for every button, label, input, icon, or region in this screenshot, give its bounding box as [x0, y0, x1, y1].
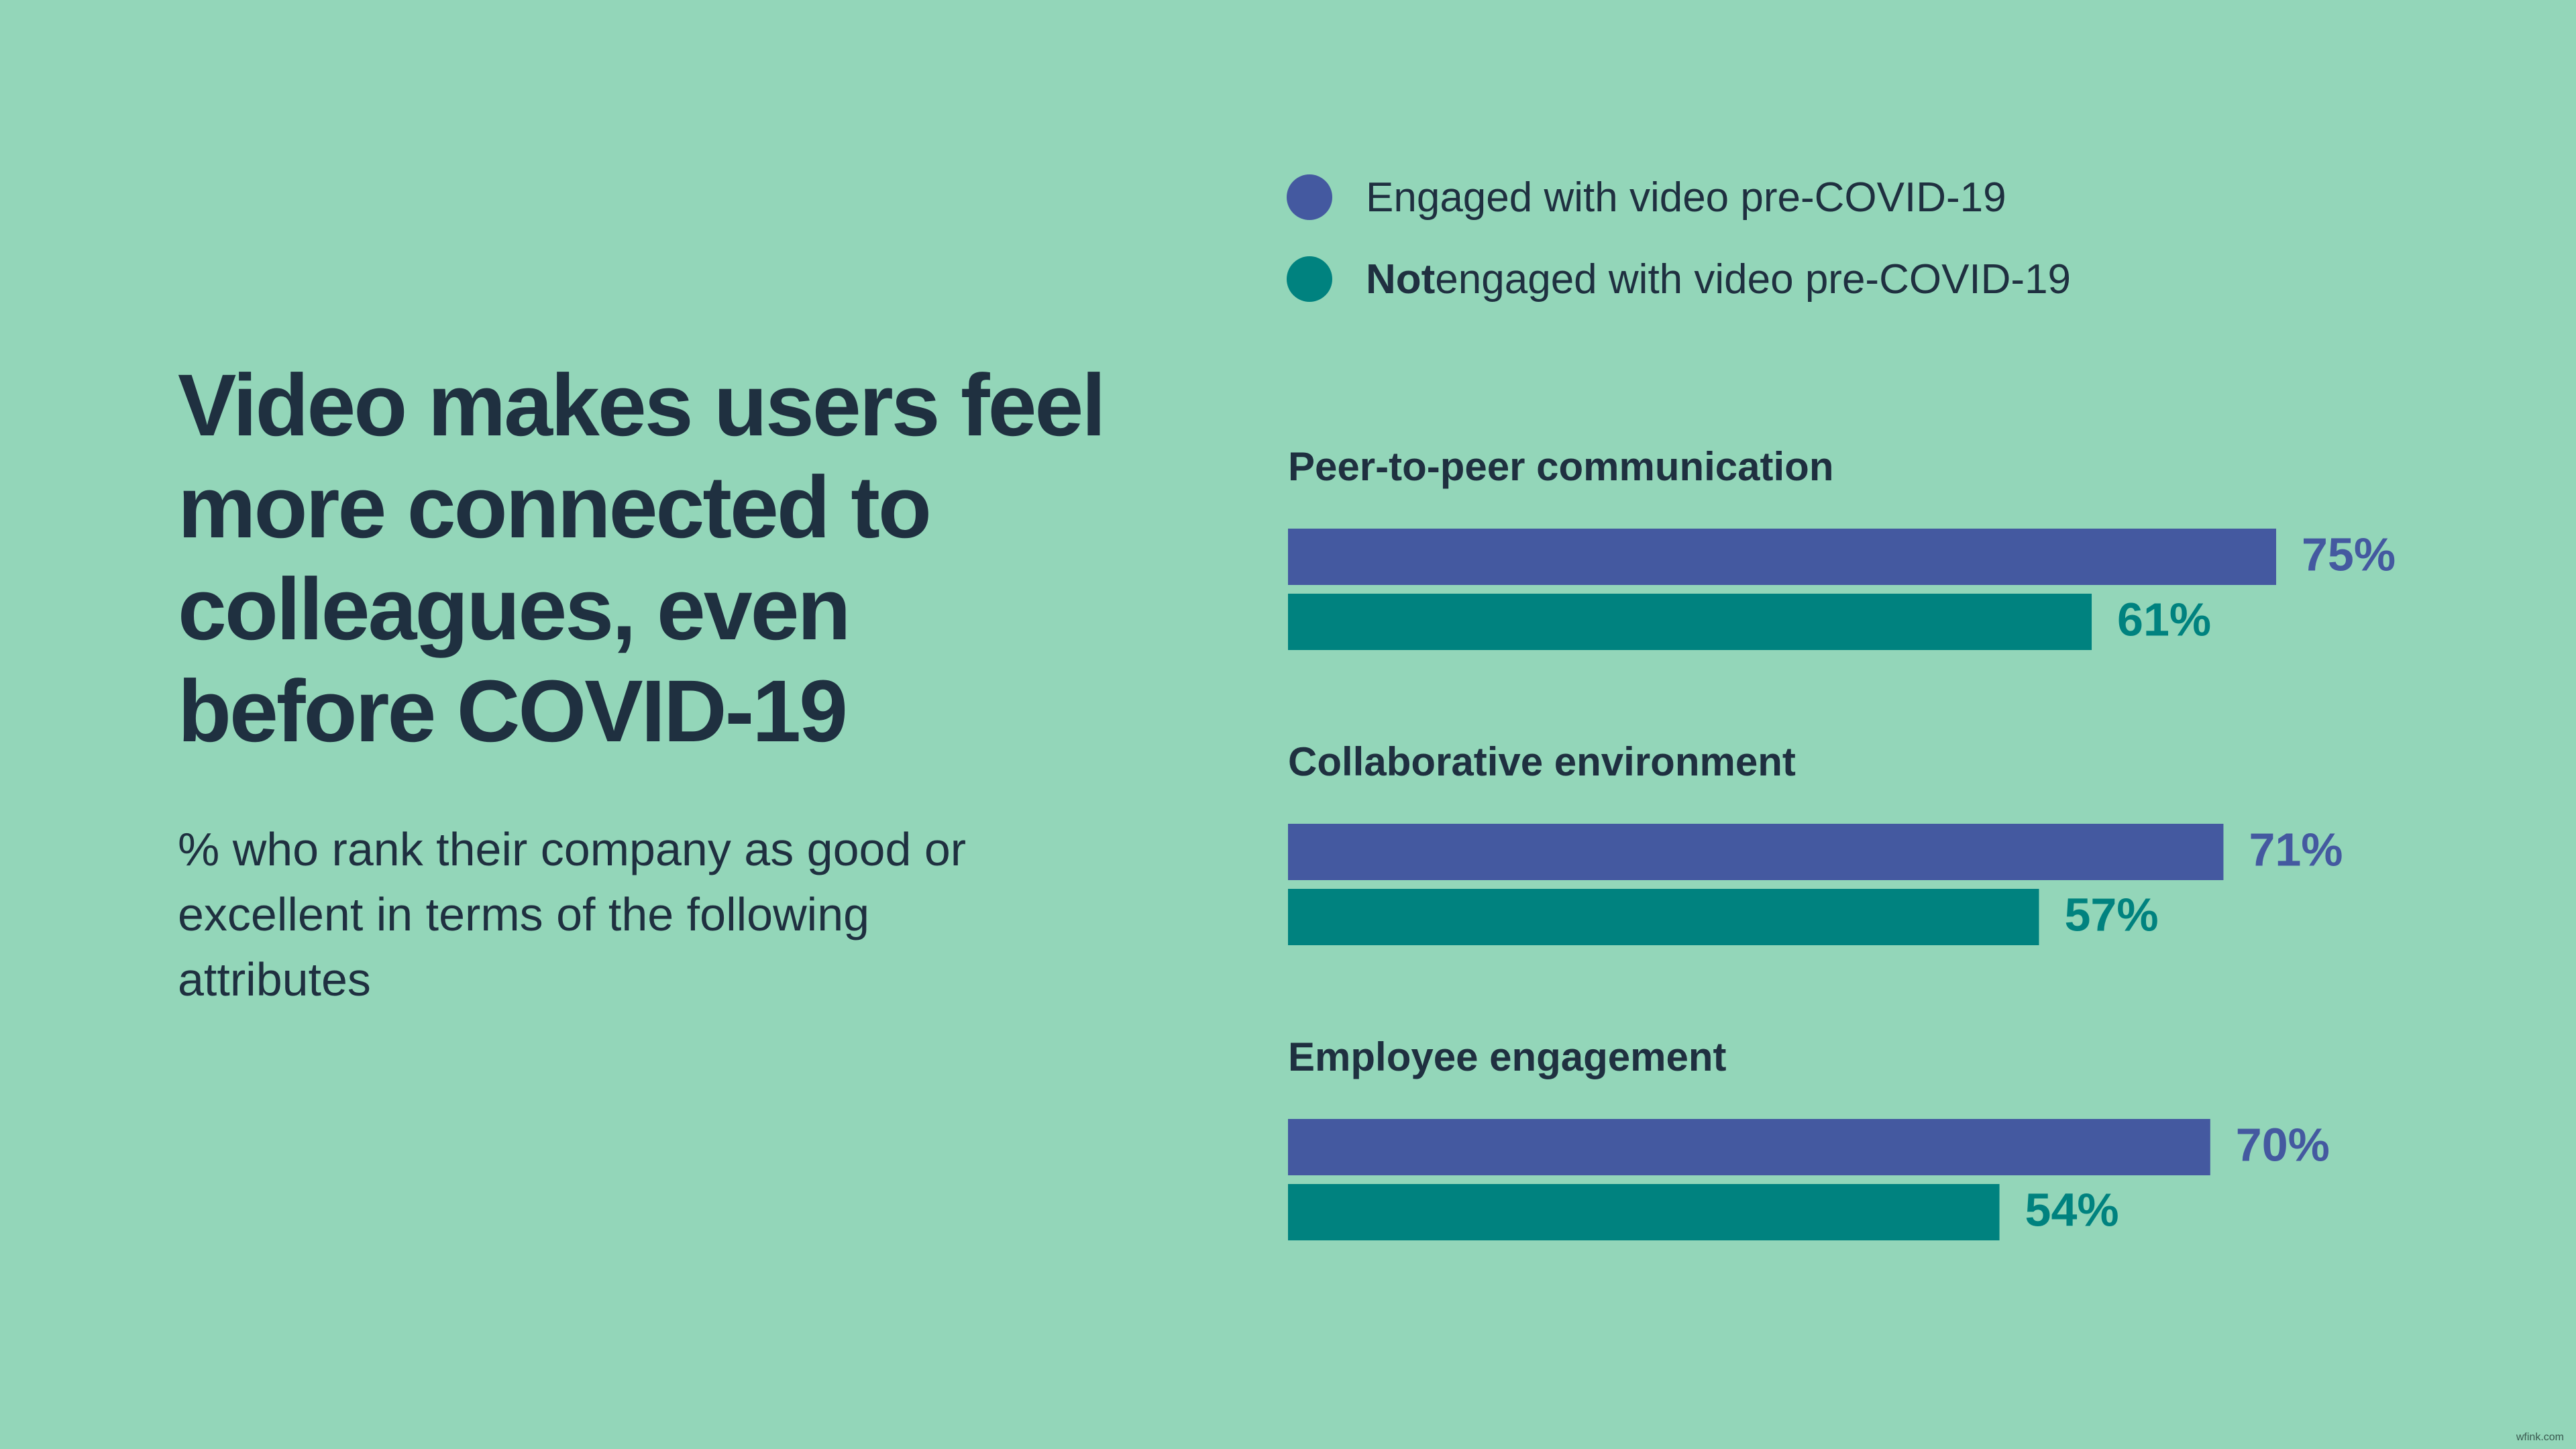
value-label-engaged-collaborative-environment: 71%: [2249, 823, 2343, 875]
legend-dot-not-engaged: [1287, 256, 1332, 302]
bar-engaged-employee-engagement: [1288, 1119, 2210, 1175]
legend-emphasis-not: Not: [1366, 256, 1436, 303]
legend-item-engaged: Engaged with video pre-COVID-19: [1287, 170, 2006, 224]
value-label-not-engaged-employee-engagement: 54%: [2025, 1183, 2119, 1236]
legend-label-not-engaged: engaged with video pre-COVID-19: [1435, 256, 2072, 303]
bar-engaged-collaborative-environment: [1288, 824, 2224, 880]
value-label-engaged-employee-engagement: 70%: [2236, 1118, 2330, 1171]
value-label-engaged-peer-to-peer-communication: 75%: [2302, 528, 2396, 580]
category-label-employee-engagement: Employee engagement: [1288, 1034, 1727, 1079]
watermark: wfink.com: [2516, 1432, 2564, 1443]
category-label-peer-to-peer-communication: Peer-to-peer communication: [1288, 444, 1834, 489]
legend-dot-engaged: [1287, 174, 1332, 220]
bar-not-engaged-peer-to-peer-communication: [1288, 594, 2092, 650]
legend-label-engaged: Engaged with video pre-COVID-19: [1366, 174, 2006, 221]
bar-not-engaged-collaborative-environment: [1288, 889, 2039, 945]
category-label-collaborative-environment: Collaborative environment: [1288, 739, 1796, 784]
legend-item-not-engaged: Not engaged with video pre-COVID-19: [1287, 252, 2071, 306]
bar-engaged-peer-to-peer-communication: [1288, 529, 2276, 585]
value-label-not-engaged-collaborative-environment: 57%: [2064, 888, 2158, 941]
bar-not-engaged-employee-engagement: [1288, 1184, 2000, 1240]
chart-subtitle: % who rank their company as good or exce…: [178, 823, 967, 1006]
chart-title: Video makes users feel more connected to…: [178, 356, 1106, 760]
value-label-not-engaged-peer-to-peer-communication: 61%: [2117, 593, 2211, 645]
